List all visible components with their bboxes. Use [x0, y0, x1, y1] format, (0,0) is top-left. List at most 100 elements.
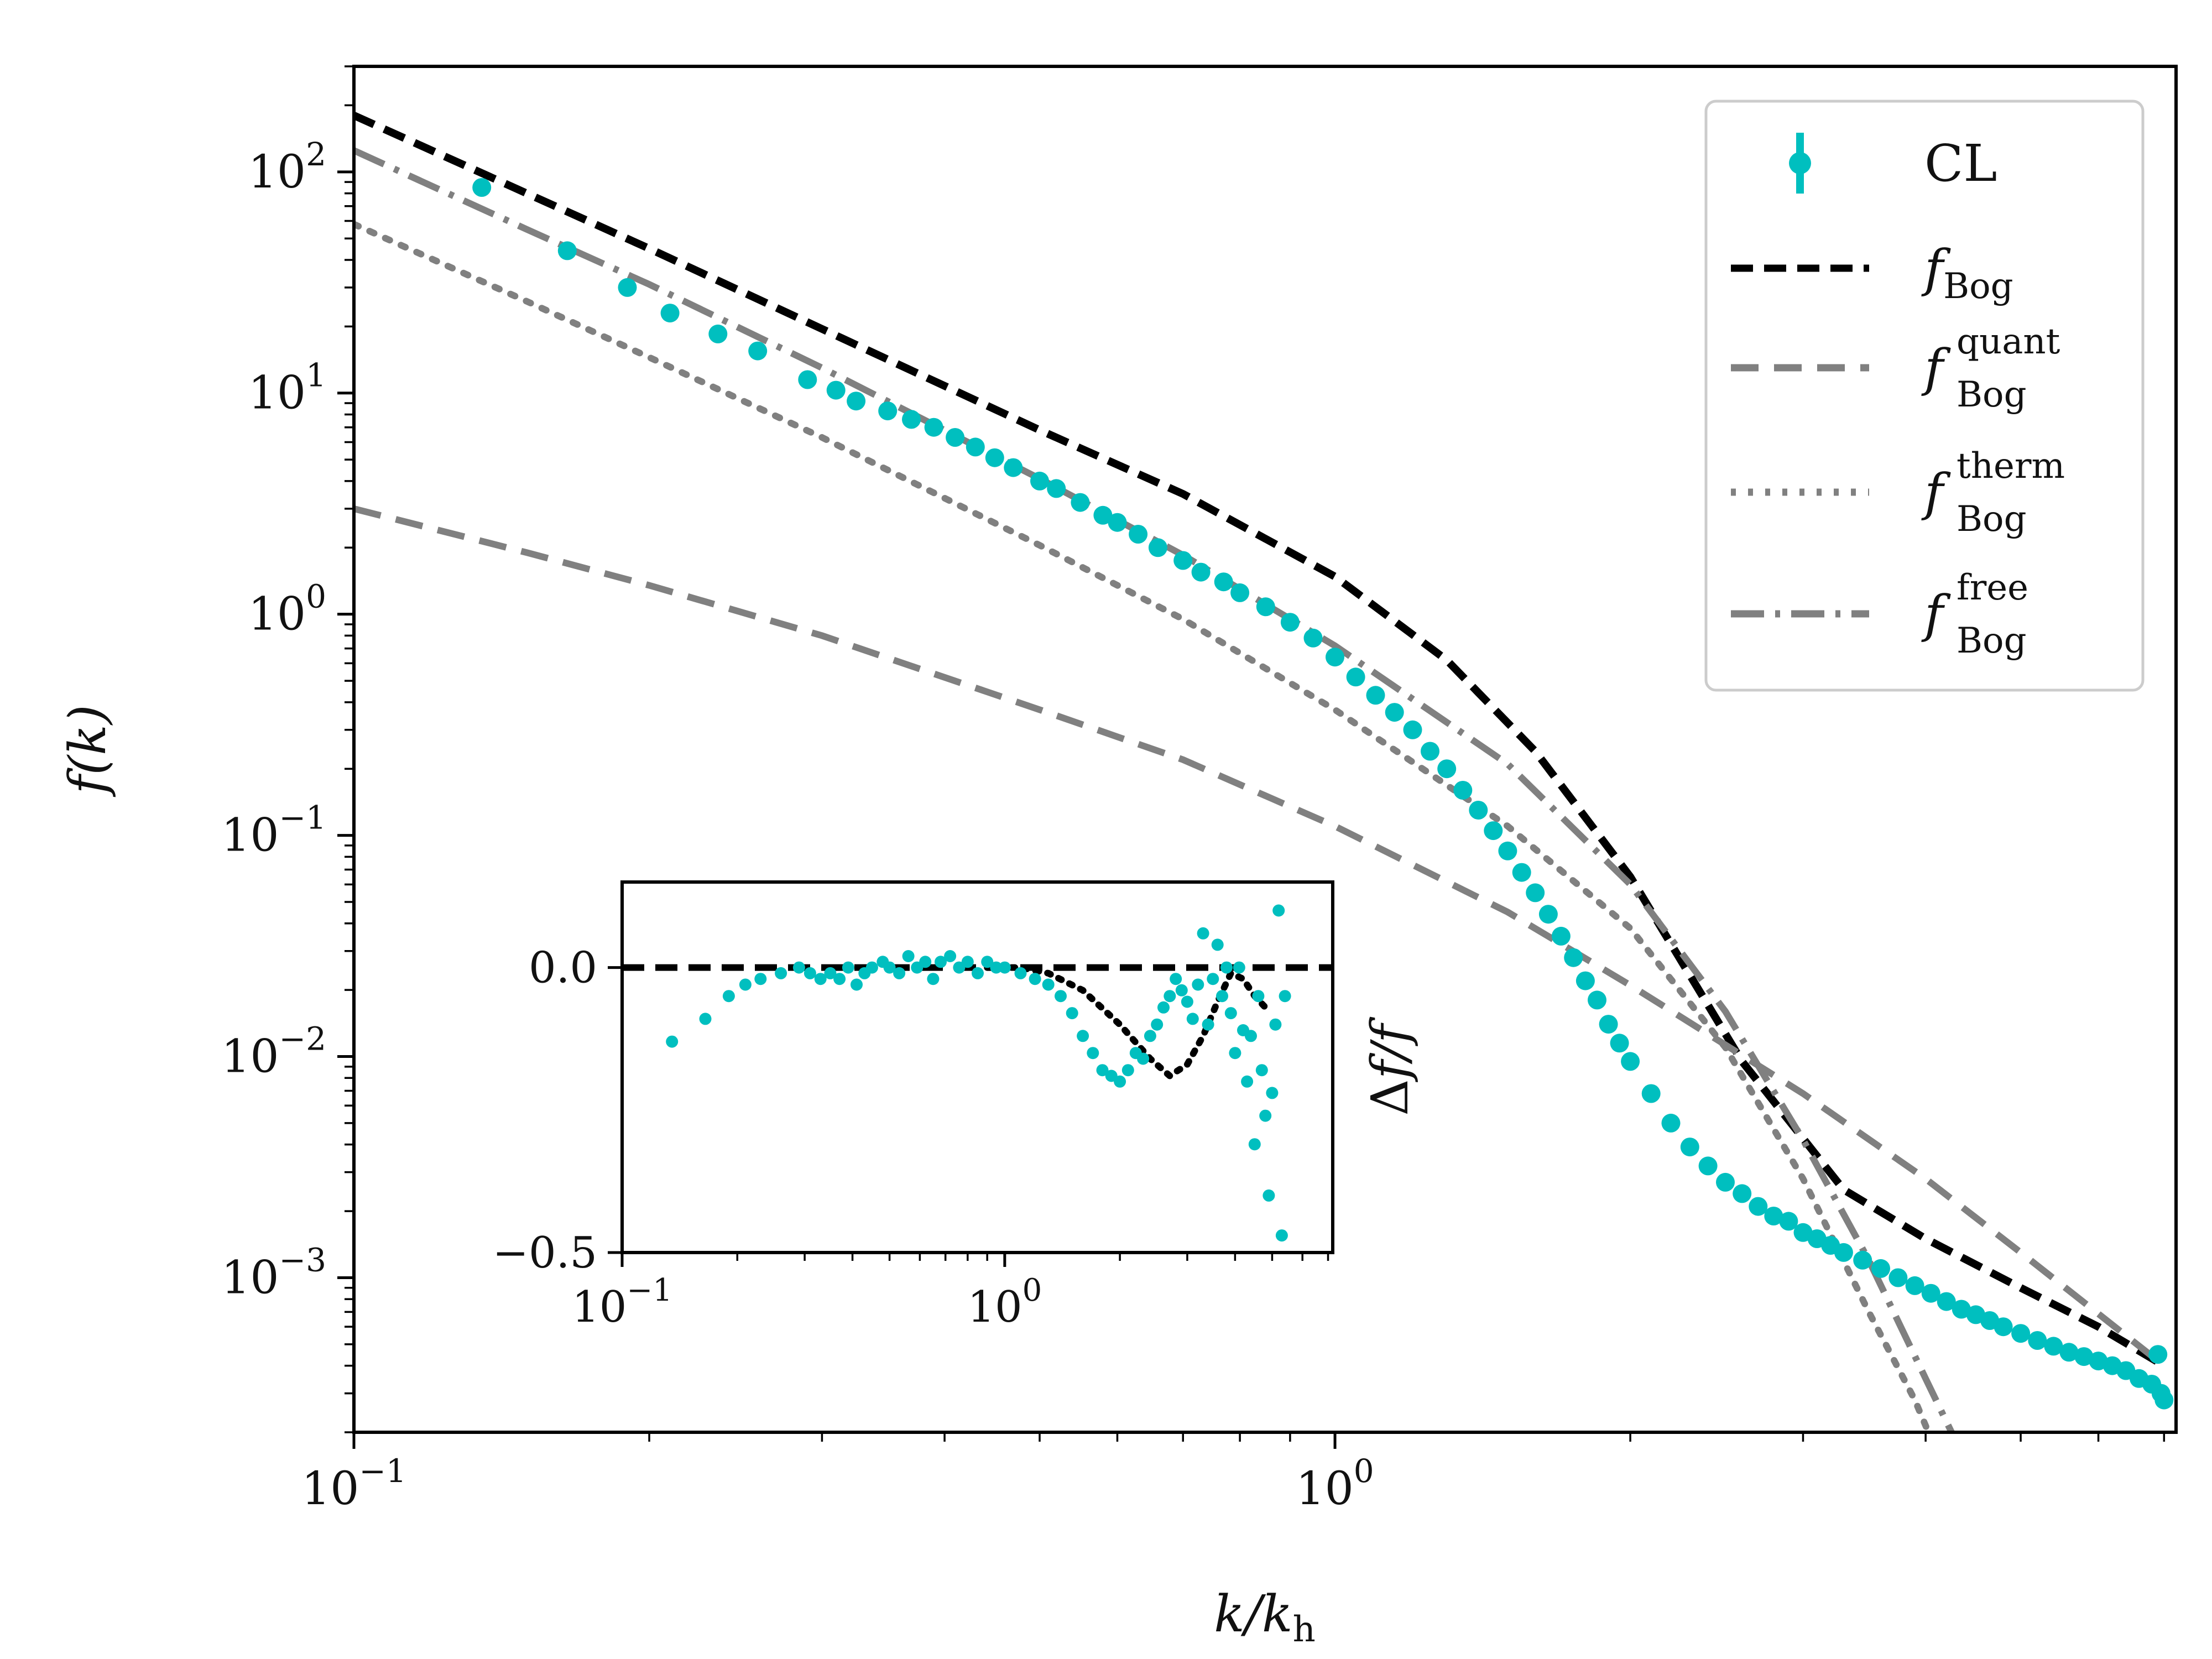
inset-data-point-cl — [1175, 984, 1188, 997]
inset-x-axis: 10−1 100 — [572, 1253, 1329, 1332]
data-point-cl — [1564, 948, 1583, 967]
data-point-cl — [1498, 841, 1517, 860]
data-point-cl — [1575, 971, 1595, 990]
y-tick-label: 10−3 — [221, 1241, 326, 1304]
data-point-cl — [1230, 583, 1250, 602]
legend-frame — [1704, 100, 2145, 692]
data-point-cl — [472, 178, 492, 197]
inset-data-point-cl — [842, 961, 854, 974]
inset-data-point-cl — [1224, 1007, 1237, 1020]
data-point-cl — [1871, 1259, 1890, 1278]
data-point-cl — [1680, 1138, 1699, 1157]
data-point-cl — [2154, 1390, 2174, 1410]
inset-data-point-cl — [1087, 1047, 1099, 1060]
data-point-cl — [924, 418, 943, 437]
data-point-cl — [985, 448, 1004, 467]
data-point-cl — [1764, 1207, 1783, 1225]
inset-data-point-cl — [1121, 1064, 1134, 1077]
inset-data-point-cl — [1197, 927, 1209, 940]
inset-data-point-cl — [666, 1035, 679, 1048]
data-point-cl — [1453, 781, 1473, 800]
data-point-cl — [1733, 1184, 1752, 1203]
data-point-cl — [2044, 1337, 2063, 1356]
inset-data-point-cl — [1266, 1087, 1279, 1099]
data-point-cl — [1129, 525, 1148, 544]
inset-data-point-cl — [981, 956, 994, 968]
inset-data-point-cl — [902, 950, 915, 962]
inset-data-point-cl — [851, 978, 863, 991]
data-point-cl — [1853, 1250, 1872, 1270]
data-point-cl — [2148, 1345, 2168, 1364]
series-line-bog — [354, 112, 2166, 1369]
inset-data-point-cl — [1042, 978, 1055, 991]
data-point-cl — [826, 380, 846, 400]
inset-data-point-cl — [1245, 1030, 1257, 1042]
inset-y-axis-label: Δf/f — [1360, 1016, 1420, 1116]
inset-frame — [620, 880, 1334, 1254]
data-point-cl — [1071, 493, 1090, 512]
data-point-cl — [1888, 1268, 1908, 1287]
inset-data-point-cl — [1055, 990, 1067, 1003]
inset-data-point-cl — [1269, 1018, 1282, 1031]
inset-data-point-cl — [1151, 1018, 1164, 1031]
inset-data-point-cl — [1096, 1064, 1109, 1077]
y-tick-label: 102 — [248, 135, 326, 199]
inset-data-point-cl — [998, 961, 1011, 974]
inset-data-point-cl — [1220, 961, 1233, 974]
x-tick-label: 100 — [1296, 1452, 1374, 1515]
inset-data-point-cl — [814, 973, 827, 985]
data-point-cl — [1256, 597, 1275, 617]
inset-data-point-cl — [935, 956, 947, 968]
data-point-cl — [1641, 1084, 1661, 1103]
inset-data-point-cl — [1186, 1013, 1199, 1025]
inset-data-point-cl — [1157, 1001, 1170, 1014]
inset-data-point-cl — [1105, 1070, 1118, 1082]
inset-data-point-cl — [1259, 1109, 1272, 1122]
inset-data-point-cl — [927, 973, 940, 985]
main-y-axis: 10−3 10−2 10−1 100 101 102 — [221, 65, 354, 1433]
data-point-cl — [1148, 538, 1167, 557]
data-point-cl — [1385, 703, 1404, 722]
data-point-cl — [1093, 505, 1113, 525]
inset-data-point-cl — [1077, 1030, 1089, 1042]
inset-points-group — [666, 904, 1291, 1242]
inset-data-point-cl — [919, 956, 932, 968]
inset-data-point-cl — [1248, 1138, 1261, 1151]
inset-data-point-cl — [824, 967, 837, 979]
inset-data-point-cl — [1211, 938, 1224, 951]
data-point-cl — [1538, 905, 1558, 924]
inset-data-point-cl — [1272, 904, 1285, 917]
inset-data-point-cl — [754, 973, 767, 985]
data-point-cl — [1994, 1317, 2013, 1337]
data-point-cl — [1326, 648, 1344, 667]
data-point-cl — [2028, 1331, 2047, 1350]
inset-data-point-cl — [1241, 1075, 1254, 1088]
main-points-group — [472, 178, 2174, 1410]
data-point-cl — [847, 392, 866, 411]
inset-data-point-cl — [792, 961, 805, 974]
y-tick-label: 101 — [248, 357, 326, 420]
legend-label-cl: CL — [1924, 134, 1997, 193]
inset-data-point-cl — [1255, 1064, 1268, 1077]
inset-data-point-cl — [972, 967, 984, 979]
inset-data-point-cl — [1164, 990, 1176, 1003]
data-point-cl — [1512, 863, 1531, 882]
data-point-cl — [902, 410, 921, 429]
legend-label-bog: fBog — [1921, 239, 2013, 307]
data-point-cl — [1280, 613, 1300, 632]
inset-data-point-cl — [1262, 1189, 1275, 1202]
data-point-cl — [2059, 1343, 2079, 1362]
inset-data-point-cl — [833, 973, 846, 985]
main-plot-frame — [352, 65, 2178, 1434]
data-point-cl — [1047, 479, 1066, 498]
x-tick-label: 10−1 — [301, 1452, 406, 1515]
main-series-group — [354, 112, 2167, 1432]
inset-x-tick-label: 10−1 — [572, 1272, 672, 1332]
data-point-cl — [1403, 720, 1422, 739]
data-point-cl — [1303, 628, 1323, 648]
inset-data-point-cl — [961, 956, 974, 968]
data-point-cl — [1191, 562, 1211, 582]
data-point-cl — [1366, 686, 1385, 705]
y-tick-label: 10−1 — [221, 799, 326, 862]
